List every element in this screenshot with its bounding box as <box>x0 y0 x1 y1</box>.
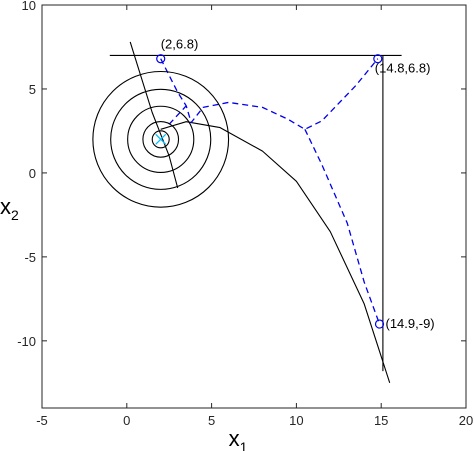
level-circles-layer <box>92 70 230 208</box>
level-circle-1 <box>142 120 180 158</box>
x-axis-label: x1 <box>229 426 248 451</box>
x-tick-label-3: 10 <box>289 413 303 428</box>
level-circle-0 <box>151 130 170 149</box>
point-label-0: (2,6.8) <box>161 37 199 52</box>
point-label-2: (14.9,-9) <box>386 316 435 331</box>
solid-line-2 <box>129 41 179 189</box>
point-markers-layer: (2,6.8) (14.8,6.8) (14.9,-9) <box>156 37 435 331</box>
level-circle-2 <box>127 105 195 173</box>
dashed-path-5 <box>304 129 381 325</box>
x-tick-label-1: 0 <box>123 413 130 428</box>
level-circle-4 <box>92 70 230 208</box>
target-marker <box>155 133 167 145</box>
plot-frame <box>41 4 467 409</box>
point-marker-1 <box>373 54 383 64</box>
point-marker-0 <box>156 54 166 64</box>
point-marker-2 <box>374 319 385 329</box>
y-tick-label-4: -10 <box>17 334 36 349</box>
x-tick-label-4: 15 <box>374 413 388 428</box>
y-tick-label-3: -5 <box>24 250 36 265</box>
x-tick-label-0: -5 <box>36 413 48 428</box>
dashed-path-6 <box>168 105 187 125</box>
y-tick-label-1: 5 <box>29 82 36 97</box>
x-tick-label-2: 5 <box>208 413 215 428</box>
y-tick-label-0: 10 <box>22 0 36 13</box>
ticks-layer: -5 0 5 10 15 20 10 5 0 -5 -10 <box>17 0 473 428</box>
y-axis-label: x2 <box>0 194 19 223</box>
y-tick-label-2: 0 <box>29 166 36 181</box>
plot-area-background <box>42 5 466 408</box>
x-tick-label-5: 20 <box>459 413 473 428</box>
level-circle-3 <box>110 88 212 190</box>
point-label-1: (14.8,6.8) <box>375 61 431 76</box>
